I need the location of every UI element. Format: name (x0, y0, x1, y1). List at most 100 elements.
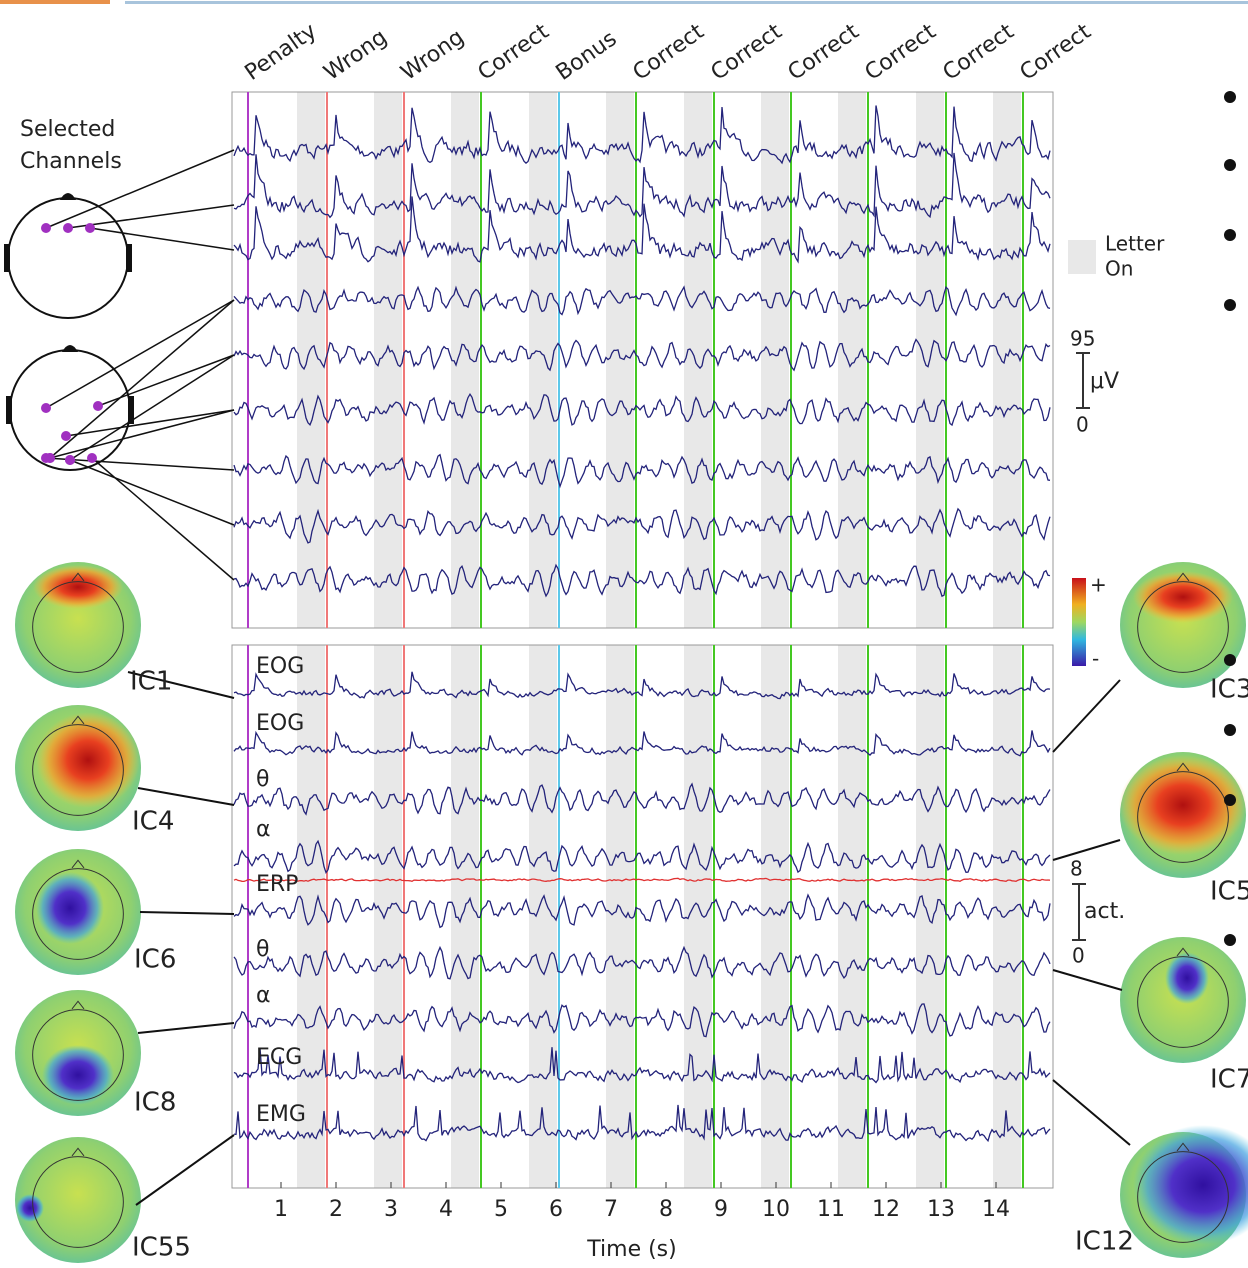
trace (233, 782, 1051, 816)
ic-label: IC12 (1075, 1227, 1134, 1257)
bullet (1224, 724, 1236, 736)
bullet (1224, 91, 1236, 103)
electrode (45, 453, 55, 463)
topomap-blob (1165, 952, 1209, 1004)
scale-bar (1076, 352, 1090, 409)
panel (231, 91, 1054, 629)
x-tick-label: 6 (549, 1197, 563, 1222)
head (7, 197, 129, 319)
nose (71, 572, 85, 582)
x-tick-label: 13 (927, 1197, 955, 1222)
legend-text: Letter (1105, 232, 1165, 256)
electrode (41, 403, 51, 413)
head-outline (32, 724, 124, 816)
bullet (1224, 229, 1236, 241)
trace (233, 671, 1051, 700)
colorbar (1072, 578, 1086, 666)
electrode (87, 453, 97, 463)
ic-label: IC6 (134, 945, 176, 975)
head-outline (1137, 771, 1229, 863)
head-outline (32, 868, 124, 960)
letter-on (838, 645, 866, 1188)
x-tick-label: 12 (872, 1197, 900, 1222)
event-label: Correct (629, 19, 709, 86)
trace-label: EOG (256, 654, 304, 679)
connector (45, 299, 235, 409)
letter-on (451, 92, 479, 628)
trace-label: θ (256, 937, 269, 962)
electrode (93, 401, 103, 411)
trace (233, 893, 1051, 929)
x-tick-label: 2 (329, 1197, 343, 1222)
bullet (1224, 934, 1236, 946)
head-outline (1137, 581, 1229, 673)
scale-unit: μV (1090, 369, 1119, 394)
trace (233, 507, 1051, 544)
x-tick-label: 3 (384, 1197, 398, 1222)
topomap-blob (16, 1194, 44, 1222)
ic-label: IC1 (130, 667, 172, 697)
nose (71, 1147, 85, 1157)
connector (1052, 839, 1121, 861)
ic-label: IC3 (1210, 675, 1248, 705)
connector (1052, 1079, 1131, 1146)
legend-text: On (1105, 257, 1133, 281)
trace (233, 563, 1051, 598)
trace (233, 1047, 1051, 1084)
head-outline (32, 1009, 124, 1101)
scale-top: 8 (1070, 857, 1083, 881)
connector (65, 409, 235, 437)
head-outline (32, 581, 124, 673)
trace-label: EMG (256, 1102, 306, 1127)
topomap-blob (36, 712, 140, 808)
letter-on (916, 645, 944, 1188)
letter-on (761, 645, 789, 1188)
electrode (85, 223, 95, 233)
event-label: Penalty (241, 19, 322, 86)
trace (233, 839, 1051, 875)
trace-label: θ (256, 767, 269, 792)
topomap (15, 1137, 141, 1263)
x-tick-label: 1 (274, 1197, 288, 1222)
head-outline (1137, 1151, 1229, 1243)
head (9, 349, 131, 471)
letter-on (297, 645, 325, 1188)
connector (139, 911, 235, 915)
scale-top: 95 (1070, 327, 1095, 351)
scale-bottom: 0 (1076, 413, 1089, 437)
scale-bottom: 0 (1072, 944, 1085, 968)
bullet (1224, 299, 1236, 311)
bullet (1224, 159, 1236, 171)
electrode (41, 223, 51, 233)
letter-on (993, 92, 1021, 628)
event-label: Correct (474, 19, 554, 86)
x-tick-label: 10 (762, 1197, 790, 1222)
trace (233, 877, 1051, 883)
topomap-blob (33, 565, 123, 609)
time-axis-label: Time (s) (586, 1237, 676, 1262)
electrode (63, 223, 73, 233)
head-outline (32, 1156, 124, 1248)
nose (1176, 572, 1190, 582)
event-label: Correct (707, 19, 787, 86)
accent-bar (0, 0, 110, 4)
ic-label: IC4 (132, 807, 174, 837)
letter-on (993, 645, 1021, 1188)
connector (67, 204, 235, 229)
connector (1052, 679, 1121, 753)
accent-line (125, 1, 1248, 4)
letter-on (374, 92, 402, 628)
trace (233, 152, 1051, 219)
scale-unit: act. (1084, 899, 1125, 924)
topomap-blob (1133, 571, 1233, 623)
trace (233, 453, 1051, 489)
colorbar-plus: + (1090, 573, 1107, 597)
trace-label: α (256, 983, 271, 1008)
trace (233, 196, 1051, 264)
connector (49, 409, 235, 459)
selected-label: Channels (20, 149, 122, 174)
trace-label: α (256, 817, 271, 842)
x-tick-label: 11 (817, 1197, 845, 1222)
connector (1052, 969, 1123, 991)
nose (1176, 762, 1190, 772)
